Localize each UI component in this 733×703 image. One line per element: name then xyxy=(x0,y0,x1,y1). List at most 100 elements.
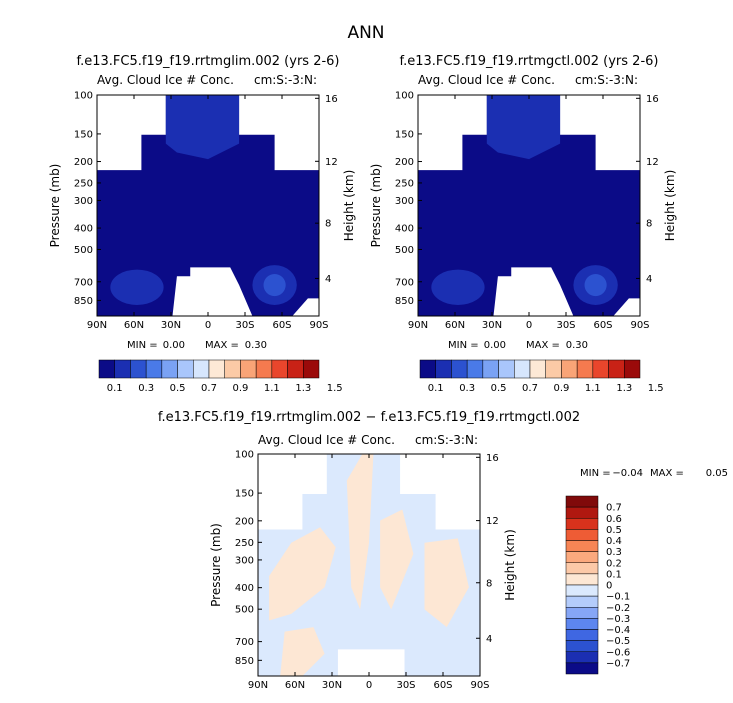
y-axis-label: Pressure (mb) xyxy=(369,164,383,248)
colorbar-label: 0.3 xyxy=(459,383,475,394)
y-tick-label: 500 xyxy=(235,605,254,616)
colorbar-box xyxy=(98,359,115,379)
panel-units: cm:S:-3:N: xyxy=(254,73,317,87)
colorbar-box xyxy=(565,618,599,630)
field-missing-surface-right xyxy=(292,298,319,316)
max-label: MAX = xyxy=(205,340,239,351)
colorbar-box xyxy=(565,651,599,664)
y-tick-label: 500 xyxy=(395,245,414,256)
y-tick-label: 100 xyxy=(74,91,93,102)
colorbar-label: 0.9 xyxy=(553,383,569,394)
colorbar-label: −0.4 xyxy=(606,625,630,636)
field-missing-surface-right xyxy=(613,298,640,316)
y-tick-label: 150 xyxy=(235,489,254,500)
field-region-upper xyxy=(165,95,240,160)
colorbar-box xyxy=(529,359,546,379)
colorbar-box xyxy=(565,540,599,552)
y2-tick-label: 8 xyxy=(325,219,331,230)
y-tick-label: 700 xyxy=(74,277,93,288)
panel-right: f.e13.FC5.f19_f19.rrtmgctl.002 (yrs 2-6)… xyxy=(369,54,677,394)
colorbar-box xyxy=(466,359,484,379)
panel-title: f.e13.FC5.f19_f19.rrtmgctl.002 (yrs 2-6) xyxy=(400,54,659,69)
field xyxy=(97,95,319,316)
panel-difference: f.e13.FC5.f19_f19.rrtmglim.002 − f.e13.F… xyxy=(158,410,728,691)
x-tick-label: 60N xyxy=(124,320,144,331)
y2-tick-label: 8 xyxy=(486,578,492,589)
colorbar-label: 0.9 xyxy=(232,383,248,394)
colorbar-label: −0.2 xyxy=(606,603,630,614)
colorbar-box xyxy=(130,359,147,379)
colorbar-label: 0.3 xyxy=(138,383,154,394)
colorbar-label: 0.4 xyxy=(606,536,622,547)
y-tick-label: 500 xyxy=(74,245,93,256)
colorbar-box xyxy=(565,562,599,575)
panel-subtitle: Avg. Cloud Ice # Conc. xyxy=(418,73,555,87)
max-value: 0.30 xyxy=(245,340,267,351)
y-tick-label: 400 xyxy=(235,583,254,594)
y2-tick-label: 4 xyxy=(325,274,331,285)
colorbar-box xyxy=(208,359,225,379)
colorbar-box xyxy=(514,359,531,379)
y-tick-label: 200 xyxy=(235,516,254,527)
x-tick-label: 30S xyxy=(556,320,575,331)
colorbar-label: −0.3 xyxy=(606,614,630,625)
y-tick-label: 250 xyxy=(395,178,414,189)
min-value: 0.00 xyxy=(163,340,185,351)
colorbar-box xyxy=(419,359,436,379)
colorbar-label: 0.3 xyxy=(606,547,622,558)
colorbar-box xyxy=(561,359,578,379)
max-value: 0.30 xyxy=(566,340,588,351)
field-region-positive-3 xyxy=(380,509,414,610)
field-region-main xyxy=(97,95,319,316)
colorbar-box xyxy=(271,359,288,379)
y-tick-label: 300 xyxy=(395,196,414,207)
colorbar-box xyxy=(565,607,599,619)
colorbar-label: 1.5 xyxy=(648,383,664,394)
colorbar-label: 0.5 xyxy=(491,383,507,394)
y-tick-label: 100 xyxy=(235,450,254,461)
colorbar-box xyxy=(498,359,515,379)
field-region-blob-left xyxy=(431,269,485,305)
colorbar-label: −0.6 xyxy=(606,647,630,658)
max-value: 0.05 xyxy=(706,468,728,479)
colorbar-box xyxy=(608,359,625,379)
colorbar-label: 1.3 xyxy=(295,383,311,394)
colorbar-box xyxy=(565,506,599,519)
x-tick-label: 90S xyxy=(309,320,328,331)
y2-tick-label: 12 xyxy=(325,157,338,168)
x-tick-label: 90N xyxy=(408,320,428,331)
x-tick-label: 0 xyxy=(526,320,532,331)
field xyxy=(418,95,640,316)
colorbar-box xyxy=(177,359,194,379)
y-tick-label: 400 xyxy=(74,224,93,235)
min-label: MIN = xyxy=(127,340,158,351)
min-label: MIN = xyxy=(580,468,611,479)
y2-tick-label: 12 xyxy=(486,516,499,527)
colorbar-box xyxy=(287,359,304,379)
panel-units: cm:S:-3:N: xyxy=(575,73,638,87)
colorbar-label: 0.7 xyxy=(522,383,538,394)
colorbar-label: −0.7 xyxy=(606,658,630,669)
colorbar-label: 0.1 xyxy=(428,383,444,394)
colorbar-label: 1.1 xyxy=(264,383,280,394)
panel-subtitle: Avg. Cloud Ice # Conc. xyxy=(258,433,395,447)
y2-axis-label: Height (km) xyxy=(342,170,356,241)
colorbar-box xyxy=(624,359,641,379)
y-tick-label: 150 xyxy=(74,129,93,140)
colorbar-label: −0.5 xyxy=(606,636,630,647)
y-tick-label: 300 xyxy=(74,196,93,207)
figure-title: ANN xyxy=(347,23,384,43)
x-tick-label: 60S xyxy=(272,320,291,331)
colorbar-box xyxy=(114,359,131,379)
y-tick-label: 200 xyxy=(395,157,414,168)
colorbar-label: 0.5 xyxy=(606,525,622,536)
field-region-positive-1 xyxy=(269,527,336,621)
panel-left: f.e13.FC5.f19_f19.rrtmglim.002 (yrs 2-6)… xyxy=(48,54,356,394)
min-label: MIN = xyxy=(448,340,479,351)
y-tick-label: 700 xyxy=(235,637,254,648)
field-region-blob-right-core xyxy=(584,274,607,297)
colorbar-box xyxy=(224,359,241,379)
colorbar-label: 0.5 xyxy=(170,383,186,394)
colorbar-box xyxy=(565,595,599,608)
field-region-blob-right-core xyxy=(263,274,286,297)
